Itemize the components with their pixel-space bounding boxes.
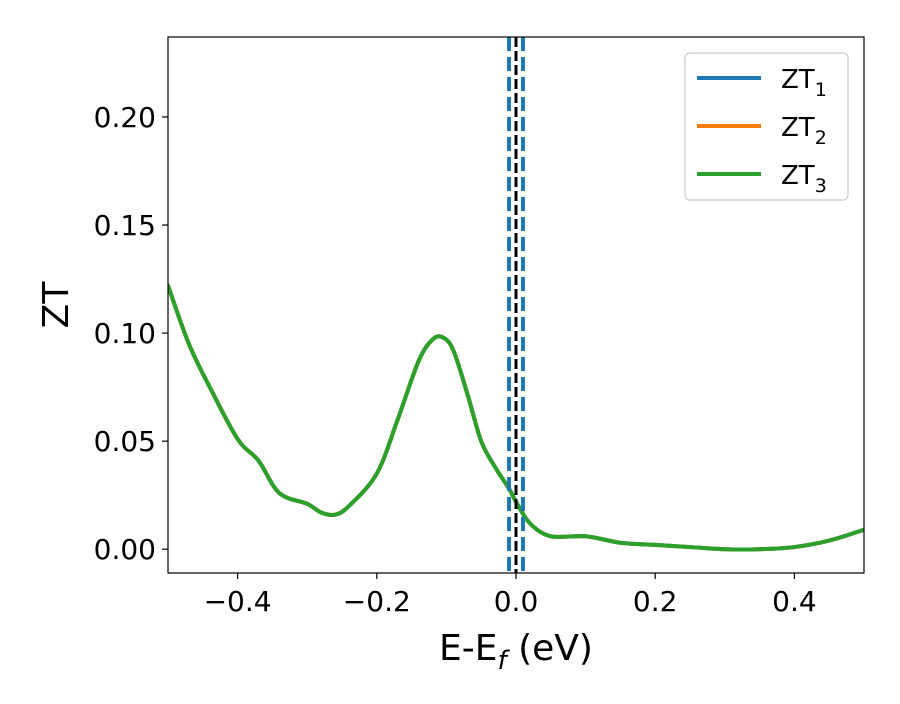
plot-layer: [168, 37, 864, 573]
x-tick-label: −0.4: [204, 585, 272, 618]
x-axis-label-unit: (eV): [507, 628, 593, 669]
legend-label-main: ZT: [781, 113, 815, 143]
legend-label: ZT1: [781, 65, 827, 101]
y-tick-label: 0.20: [94, 101, 156, 134]
plot-clipped-group: [168, 37, 864, 573]
legend-label: ZT3: [781, 161, 827, 197]
legend-label-main: ZT: [781, 161, 815, 191]
legend-item-zt3: ZT3: [697, 161, 827, 197]
legend-item-zt1: ZT1: [697, 65, 827, 101]
x-axis-label: E-Ef (eV): [439, 628, 593, 676]
legend-label-main: ZT: [781, 65, 815, 95]
legend-label-subscript: 2: [815, 127, 827, 149]
y-tick-label: 0.15: [94, 209, 156, 242]
y-tick-label: 0.05: [94, 425, 156, 458]
x-tick-label: 0.4: [772, 585, 817, 618]
x-tick-label: 0.0: [494, 585, 539, 618]
legend-label-subscript: 1: [815, 79, 827, 101]
legend-label: ZT2: [781, 113, 827, 149]
series-line-zt3: [168, 283, 864, 552]
legend-box: [684, 52, 849, 201]
y-axis-label: ZT: [36, 281, 77, 329]
x-tick-label: 0.2: [633, 585, 678, 618]
axes-layer: −0.4 −0.2 0.0 0.2 0.4 0.00 0.05 0.10 0.15 0.20 E-E…: [36, 36, 865, 676]
y-tick-label: 0.00: [94, 533, 156, 566]
y-tick-label: 0.10: [94, 317, 156, 350]
legend-label-subscript: 3: [815, 175, 827, 197]
x-tick-label: −0.2: [343, 585, 411, 618]
legend-item-zt2: ZT2: [697, 113, 827, 149]
x-axis-label-main: E-E: [439, 628, 497, 669]
